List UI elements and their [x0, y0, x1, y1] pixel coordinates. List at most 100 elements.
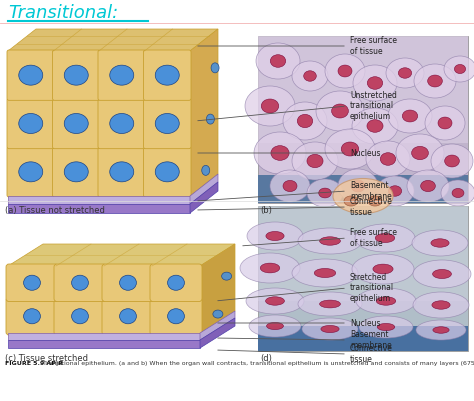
FancyBboxPatch shape: [98, 50, 146, 100]
Ellipse shape: [292, 142, 338, 180]
Ellipse shape: [352, 108, 398, 144]
FancyBboxPatch shape: [150, 298, 202, 335]
Ellipse shape: [168, 309, 184, 324]
Ellipse shape: [168, 275, 184, 290]
Ellipse shape: [373, 264, 393, 274]
Ellipse shape: [407, 170, 449, 202]
Polygon shape: [200, 318, 235, 348]
FancyBboxPatch shape: [7, 98, 55, 149]
FancyBboxPatch shape: [53, 98, 100, 149]
FancyBboxPatch shape: [6, 264, 58, 302]
Text: Nucleus: Nucleus: [350, 148, 381, 158]
Ellipse shape: [246, 288, 304, 314]
Ellipse shape: [261, 99, 279, 113]
Ellipse shape: [249, 315, 301, 337]
Ellipse shape: [266, 231, 284, 241]
FancyBboxPatch shape: [102, 298, 154, 335]
Ellipse shape: [283, 102, 327, 140]
FancyBboxPatch shape: [144, 147, 191, 197]
Text: (c) Tissue stretched: (c) Tissue stretched: [5, 354, 88, 363]
Bar: [8, 204, 190, 213]
Ellipse shape: [452, 188, 464, 198]
Text: Transitional epithelium. (a and b) When the organ wall contracts, transitional e: Transitional epithelium. (a and b) When …: [5, 361, 474, 366]
Ellipse shape: [260, 263, 280, 273]
Ellipse shape: [438, 117, 452, 129]
FancyBboxPatch shape: [54, 298, 106, 335]
Text: Nucleus: Nucleus: [350, 318, 381, 328]
Ellipse shape: [366, 141, 410, 177]
Ellipse shape: [292, 259, 358, 287]
Ellipse shape: [431, 239, 449, 247]
Ellipse shape: [388, 99, 432, 133]
Ellipse shape: [304, 71, 316, 81]
Ellipse shape: [64, 65, 88, 85]
Ellipse shape: [325, 54, 365, 88]
Ellipse shape: [110, 65, 134, 85]
Ellipse shape: [316, 91, 364, 131]
Ellipse shape: [380, 153, 396, 165]
Ellipse shape: [351, 180, 365, 192]
Ellipse shape: [433, 269, 451, 279]
Ellipse shape: [325, 129, 375, 169]
Ellipse shape: [119, 309, 137, 324]
Ellipse shape: [341, 142, 359, 156]
Ellipse shape: [119, 275, 137, 290]
FancyBboxPatch shape: [98, 147, 146, 197]
Text: Basement
membrane: Basement membrane: [350, 330, 392, 350]
Ellipse shape: [270, 55, 286, 67]
Ellipse shape: [338, 169, 378, 203]
Ellipse shape: [413, 260, 471, 288]
Text: (a) Tissue not stretched: (a) Tissue not stretched: [5, 206, 105, 215]
FancyBboxPatch shape: [98, 98, 146, 149]
Ellipse shape: [432, 301, 450, 309]
Ellipse shape: [425, 106, 465, 140]
Ellipse shape: [441, 180, 474, 206]
Ellipse shape: [412, 230, 468, 256]
Ellipse shape: [247, 222, 303, 250]
Bar: [258, 36, 468, 143]
Ellipse shape: [254, 132, 306, 174]
Ellipse shape: [420, 180, 435, 192]
FancyBboxPatch shape: [6, 298, 58, 335]
Text: (d): (d): [260, 354, 272, 363]
Ellipse shape: [24, 309, 40, 324]
Ellipse shape: [271, 146, 289, 160]
Ellipse shape: [307, 154, 323, 168]
Ellipse shape: [445, 155, 459, 167]
Ellipse shape: [206, 114, 214, 124]
Ellipse shape: [398, 68, 411, 78]
Ellipse shape: [110, 113, 134, 134]
Ellipse shape: [222, 272, 232, 280]
Bar: [258, 206, 468, 351]
Ellipse shape: [19, 113, 43, 134]
Ellipse shape: [155, 113, 179, 134]
Ellipse shape: [72, 275, 88, 290]
Ellipse shape: [413, 292, 469, 318]
Ellipse shape: [314, 268, 336, 277]
Ellipse shape: [155, 65, 179, 85]
Ellipse shape: [414, 64, 456, 98]
Ellipse shape: [24, 275, 40, 290]
Ellipse shape: [367, 77, 383, 89]
FancyBboxPatch shape: [54, 264, 106, 302]
Polygon shape: [190, 174, 218, 204]
Ellipse shape: [444, 56, 474, 82]
FancyBboxPatch shape: [53, 147, 100, 197]
Polygon shape: [200, 311, 235, 340]
Bar: [258, 175, 468, 203]
FancyBboxPatch shape: [7, 147, 55, 197]
Bar: [258, 206, 468, 301]
Ellipse shape: [19, 65, 43, 85]
Ellipse shape: [411, 146, 428, 160]
Ellipse shape: [265, 297, 284, 305]
Ellipse shape: [333, 178, 393, 213]
FancyBboxPatch shape: [144, 98, 191, 149]
Ellipse shape: [319, 188, 331, 198]
Text: Unstretched
transitional
epithelium: Unstretched transitional epithelium: [350, 91, 397, 121]
Ellipse shape: [377, 324, 395, 330]
Ellipse shape: [376, 176, 414, 206]
Bar: [258, 326, 468, 351]
Ellipse shape: [319, 237, 340, 245]
Ellipse shape: [64, 113, 88, 134]
Ellipse shape: [245, 86, 295, 126]
